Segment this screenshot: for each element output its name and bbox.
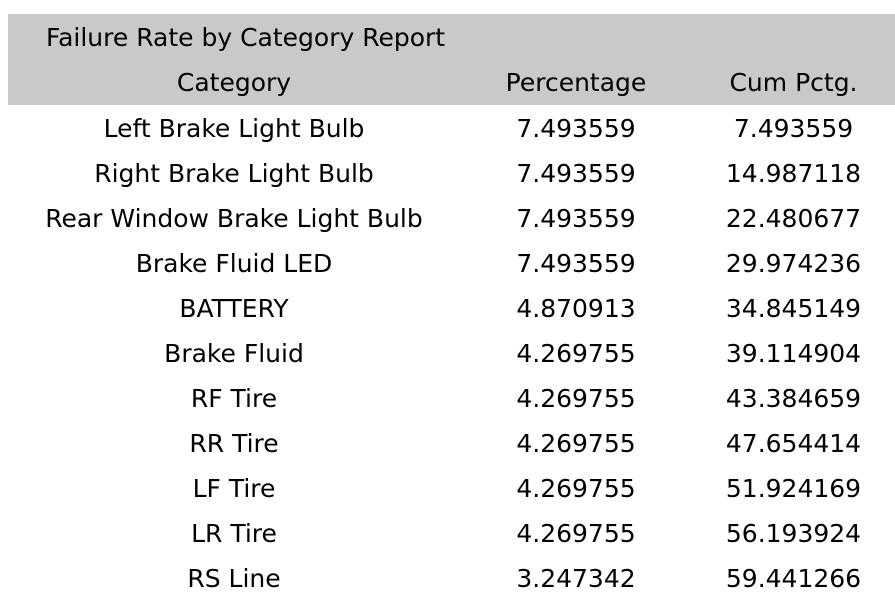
table-row: RR Tire 4.269755 47.654414: [0, 424, 895, 469]
table-row: Rear Window Brake Light Bulb 7.493559 22.4…: [0, 199, 895, 244]
category-cell: Brake Fluid: [164, 339, 304, 368]
cum-pctg-cell: 34.845149: [725, 294, 862, 323]
percentage-cell: 4.870913: [516, 294, 636, 323]
cum-pctg-cell: 59.441266: [725, 564, 862, 593]
header-band: [8, 14, 895, 105]
table-row: BATTERY 4.870913 34.845149: [0, 289, 895, 334]
table-row: LR Tire 4.269755 56.193924: [0, 514, 895, 559]
cum-pctg-cell: 51.924169: [725, 474, 862, 503]
percentage-cell: 7.493559: [516, 159, 636, 188]
percentage-cell: 7.493559: [516, 114, 636, 143]
percentage-cell: 7.493559: [516, 249, 636, 278]
column-header-category: Category: [176, 68, 292, 97]
category-cell: LR Tire: [191, 519, 277, 548]
category-cell: Rear Window Brake Light Bulb: [45, 204, 423, 233]
cum-pctg-cell: 47.654414: [725, 429, 862, 458]
percentage-cell: 4.269755: [516, 429, 636, 458]
column-header-percentage: Percentage: [505, 68, 647, 97]
cum-pctg-cell: 56.193924: [725, 519, 862, 548]
cum-pctg-cell: 29.974236: [725, 249, 862, 278]
cum-pctg-cell: 22.480677: [725, 204, 862, 233]
category-cell: BATTERY: [179, 294, 289, 323]
cum-pctg-cell: 43.384659: [725, 384, 862, 413]
table-row: Brake Fluid LED 7.493559 29.974236: [0, 244, 895, 289]
table-row: LF Tire 4.269755 51.924169: [0, 469, 895, 514]
category-cell: Left Brake Light Bulb: [103, 114, 365, 143]
percentage-cell: 4.269755: [516, 519, 636, 548]
table-row: Left Brake Light Bulb 7.493559 7.493559: [0, 109, 895, 154]
column-header-cum-pctg: Cum Pctg.: [729, 68, 858, 97]
percentage-cell: 4.269755: [516, 474, 636, 503]
category-cell: RS Line: [187, 564, 281, 593]
cum-pctg-cell: 14.987118: [725, 159, 862, 188]
percentage-cell: 4.269755: [516, 384, 636, 413]
category-cell: RF Tire: [190, 384, 278, 413]
table-row: RF Tire 4.269755 43.384659: [0, 379, 895, 424]
category-cell: LF Tire: [192, 474, 276, 503]
table-body: Left Brake Light Bulb 7.493559 7.493559 Rig…: [0, 109, 895, 604]
percentage-cell: 3.247342: [516, 564, 636, 593]
percentage-cell: 7.493559: [516, 204, 636, 233]
cum-pctg-cell: 39.114904: [725, 339, 862, 368]
category-cell: RR Tire: [189, 429, 279, 458]
table-row: RS Line 3.247342 59.441266: [0, 559, 895, 604]
report-title: Failure Rate by Category Report: [46, 23, 446, 52]
table-row: Brake Fluid 4.269755 39.114904: [0, 334, 895, 379]
category-cell: Brake Fluid LED: [135, 249, 333, 278]
percentage-cell: 4.269755: [516, 339, 636, 368]
table-row: Right Brake Light Bulb 7.493559 14.987118: [0, 154, 895, 199]
category-cell: Right Brake Light Bulb: [94, 159, 374, 188]
cum-pctg-cell: 7.493559: [733, 114, 854, 143]
